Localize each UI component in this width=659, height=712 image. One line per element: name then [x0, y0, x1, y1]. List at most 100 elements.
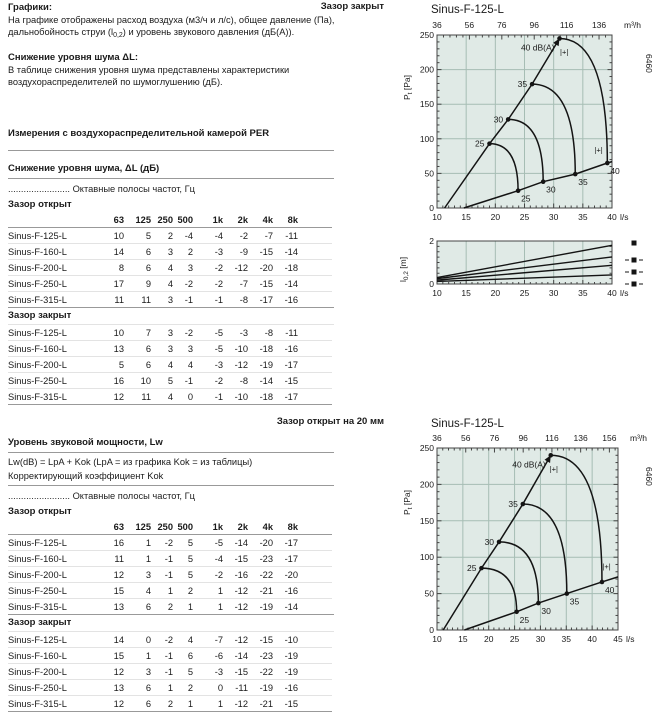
data-point [599, 579, 605, 585]
value-cell: -16 [284, 343, 298, 354]
model-name-cell: Sinus-F-200-L [8, 359, 67, 370]
table1-gap-open-label: Зазор открыт [8, 199, 72, 210]
caption-gap-open-20mm: Зазор открыт на 20 мм [276, 416, 384, 427]
octave-band-header: 250 [157, 521, 173, 532]
table2-gap-open-label: Зазор открыт [8, 506, 72, 517]
filler-cell [298, 599, 332, 615]
octave-band-header: 125 [135, 521, 151, 532]
value-cell: 3 [145, 666, 151, 677]
value-cell: -18 [259, 343, 273, 354]
svg-text:20: 20 [491, 212, 501, 222]
svg-text:100: 100 [420, 552, 434, 562]
jet-throw-subscript: 0,2 [113, 32, 123, 39]
data-point [572, 171, 578, 177]
value-cell: 4 [167, 278, 173, 289]
value-cell: 9 [145, 278, 151, 289]
value-cell: 2 [187, 682, 193, 693]
filler-cell [298, 696, 332, 712]
constant-db-arc [481, 567, 518, 612]
value-cell: -1 [184, 375, 193, 386]
filler-cell [298, 680, 332, 696]
graphs-text-line1: На графике отображены расход воздуха (м3… [8, 15, 335, 25]
value-cell: -21 [259, 585, 273, 596]
value-cell: -10 [234, 343, 248, 354]
value-cell: -8 [239, 294, 248, 305]
legend-square-icon [631, 269, 637, 275]
value-cell: 13 [113, 343, 124, 354]
svg-text:116: 116 [560, 20, 574, 30]
filler-cell [298, 228, 332, 244]
db-label-lower: 25 [521, 194, 531, 204]
value-cell: 14 [113, 246, 124, 257]
svg-text:36: 36 [432, 20, 442, 30]
value-cell: -11 [235, 682, 248, 693]
value-cell: 2 [167, 698, 173, 709]
table2-title: Уровень звуковой мощности, Lw [8, 437, 334, 453]
value-cell: 0 [187, 391, 193, 402]
value-cell: 0 [145, 634, 151, 645]
data-point [529, 81, 535, 87]
filler-cell [298, 212, 332, 228]
octave-band-header: 500 [177, 521, 193, 532]
value-cell: -19 [259, 359, 273, 370]
model-name-cell: Sinus-F-125-L [8, 230, 67, 241]
svg-text:25: 25 [520, 212, 530, 222]
filler-cell [298, 260, 332, 276]
filler-cell [298, 373, 332, 389]
svg-text:15: 15 [461, 288, 471, 298]
value-cell: 3 [167, 294, 173, 305]
svg-text:2: 2 [429, 236, 434, 246]
value-cell: -15 [259, 634, 273, 645]
value-cell: 12 [113, 698, 124, 709]
value-cell: -5 [214, 327, 223, 338]
svg-text:40: 40 [587, 634, 597, 644]
svg-text:30: 30 [549, 212, 559, 222]
value-cell: -9 [239, 246, 248, 257]
table-row: Sinus-F-250-L 13 6 1 2 0 -11 -19 -16 [8, 680, 332, 696]
value-cell: -12 [234, 601, 248, 612]
data-point [487, 141, 492, 146]
measurement-heading: Измерения с воздухораспределительной кам… [8, 128, 334, 151]
value-cell: 2 [167, 230, 173, 241]
table-row: Sinus-F-315-L 12 11 4 0 -1 -10 -18 -17 [8, 389, 332, 405]
value-cell: -2 [239, 230, 248, 241]
value-cell: 1 [217, 698, 223, 709]
value-cell: 5 [167, 375, 173, 386]
value-cell: -16 [234, 569, 248, 580]
value-cell: 1 [217, 585, 223, 596]
value-cell: -14 [284, 278, 298, 289]
octave-header-spacer [8, 519, 102, 535]
table-row: Sinus-F-200-L 5 6 4 4 -3 -12 -19 -17 [8, 357, 332, 373]
value-cell: -3 [214, 246, 223, 257]
db-label-upper: 35 [518, 79, 528, 89]
value-cell: -8 [264, 327, 273, 338]
octave-band-header: 1k [212, 214, 223, 225]
graphs-text-line2: дальнобойность струи (l0,2) и уровень зв… [8, 26, 334, 42]
value-cell: -6 [214, 650, 223, 661]
svg-text:136: 136 [592, 20, 606, 30]
value-cell: -12 [234, 262, 248, 273]
jet-throw-line [436, 244, 613, 279]
x-axis-unit: l/s [620, 288, 629, 298]
jet-throw-line [436, 274, 613, 283]
table1-gap-closed-label: Зазор закрыт [8, 307, 334, 325]
filler-cell [298, 357, 332, 373]
model-name-cell: Sinus-F-250-L [8, 375, 67, 386]
table1-octave-note: ........................ Октавные полосы… [8, 184, 195, 194]
value-cell: -18 [284, 262, 298, 273]
jet-throw-lines [436, 244, 613, 283]
value-cell: -14 [259, 375, 273, 386]
value-cell: -2 [214, 569, 223, 580]
svg-text:250: 250 [420, 30, 434, 40]
db-label-lower: 30 [546, 185, 556, 195]
data-point [540, 179, 546, 185]
top-axis-unit: m³/h [624, 20, 641, 30]
db-label-upper: 35 [508, 499, 518, 509]
value-cell: -19 [259, 601, 273, 612]
db-curves [442, 452, 619, 631]
y-axis-label: Pt [Pa] [402, 490, 414, 515]
data-point [564, 591, 570, 596]
jet-throw-line [436, 256, 613, 280]
data-point [557, 36, 562, 41]
octave-band-header: 125 [135, 214, 151, 225]
